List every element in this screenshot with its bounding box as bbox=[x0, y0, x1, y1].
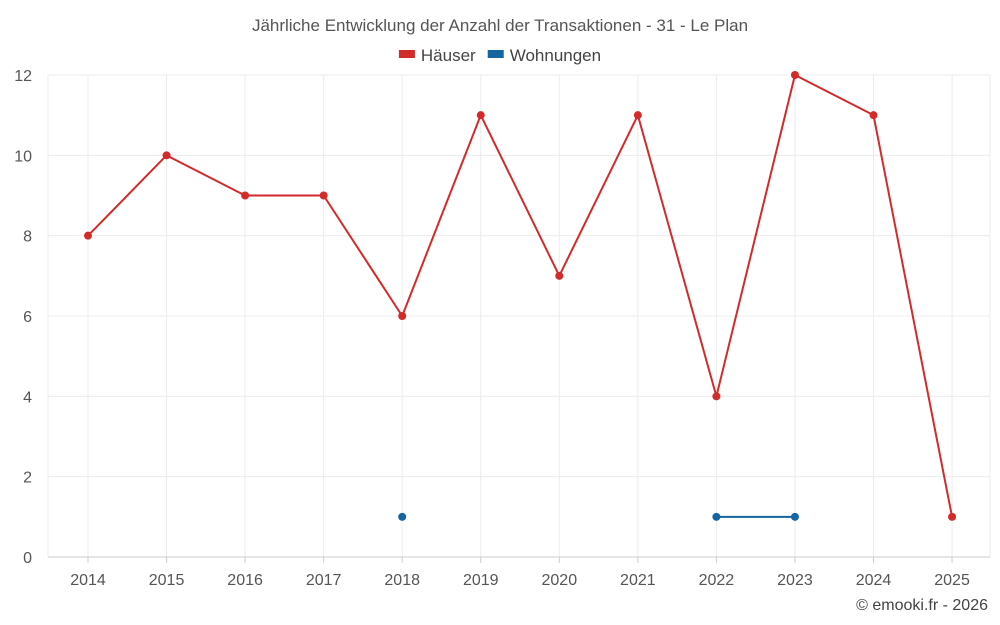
legend-label: Häuser bbox=[421, 46, 476, 65]
data-point[interactable] bbox=[712, 512, 721, 521]
grid bbox=[47, 74, 991, 557]
x-tick-label: 2020 bbox=[542, 572, 578, 589]
y-tick-label: 6 bbox=[23, 309, 32, 326]
legend-swatch bbox=[398, 50, 415, 58]
data-point[interactable] bbox=[555, 271, 564, 280]
data-point[interactable] bbox=[790, 512, 799, 521]
series-1 bbox=[398, 512, 799, 521]
x-tick-label: 2023 bbox=[777, 572, 813, 589]
series-layer bbox=[84, 71, 957, 521]
y-tick-label: 0 bbox=[23, 550, 32, 567]
data-point[interactable] bbox=[241, 191, 250, 200]
x-tick-label: 2016 bbox=[227, 572, 263, 589]
x-tick-label: 2022 bbox=[699, 572, 735, 589]
series-line bbox=[87, 74, 954, 518]
legend-swatch bbox=[487, 50, 504, 58]
y-tick-label: 12 bbox=[14, 68, 32, 85]
data-point[interactable] bbox=[790, 71, 799, 79]
data-point[interactable] bbox=[633, 111, 642, 120]
legend-item-1[interactable]: Wohnungen bbox=[487, 46, 601, 65]
x-tick-label: 2015 bbox=[149, 572, 185, 589]
data-point[interactable] bbox=[162, 151, 171, 160]
legend-item-0[interactable]: Häuser bbox=[398, 46, 476, 65]
data-point[interactable] bbox=[84, 231, 92, 240]
x-tick-label: 2019 bbox=[463, 572, 499, 589]
y-tick-label: 10 bbox=[14, 148, 32, 165]
credit-text: © emooki.fr - 2026 bbox=[856, 597, 988, 614]
x-tick-label: 2024 bbox=[856, 572, 892, 589]
legend: Häuser Wohnungen bbox=[398, 46, 601, 65]
y-tick-label: 4 bbox=[23, 389, 32, 406]
data-point[interactable] bbox=[712, 392, 721, 401]
x-tick-label: 2021 bbox=[620, 572, 656, 589]
data-point[interactable] bbox=[398, 512, 407, 521]
y-tick-label: 2 bbox=[23, 470, 32, 487]
series-0 bbox=[84, 71, 957, 521]
data-point[interactable] bbox=[869, 111, 878, 120]
x-tick-label: 2017 bbox=[306, 572, 342, 589]
chart-title: Jährliche Entwicklung der Anzahl der Tra… bbox=[252, 16, 748, 35]
x-tick-label: 2014 bbox=[70, 572, 106, 589]
data-point[interactable] bbox=[398, 312, 407, 320]
x-tick-label: 2018 bbox=[384, 572, 420, 589]
data-point[interactable] bbox=[476, 111, 485, 120]
y-tick-label: 8 bbox=[23, 229, 32, 246]
legend-label: Wohnungen bbox=[510, 46, 601, 65]
x-tick-label: 2025 bbox=[934, 572, 970, 589]
axes: 0 2 4 6 8 10 12 2014 2015 2016 2017 2018 2019 2020 202… bbox=[14, 68, 990, 589]
data-point[interactable] bbox=[319, 191, 328, 200]
data-point[interactable] bbox=[948, 512, 957, 521]
